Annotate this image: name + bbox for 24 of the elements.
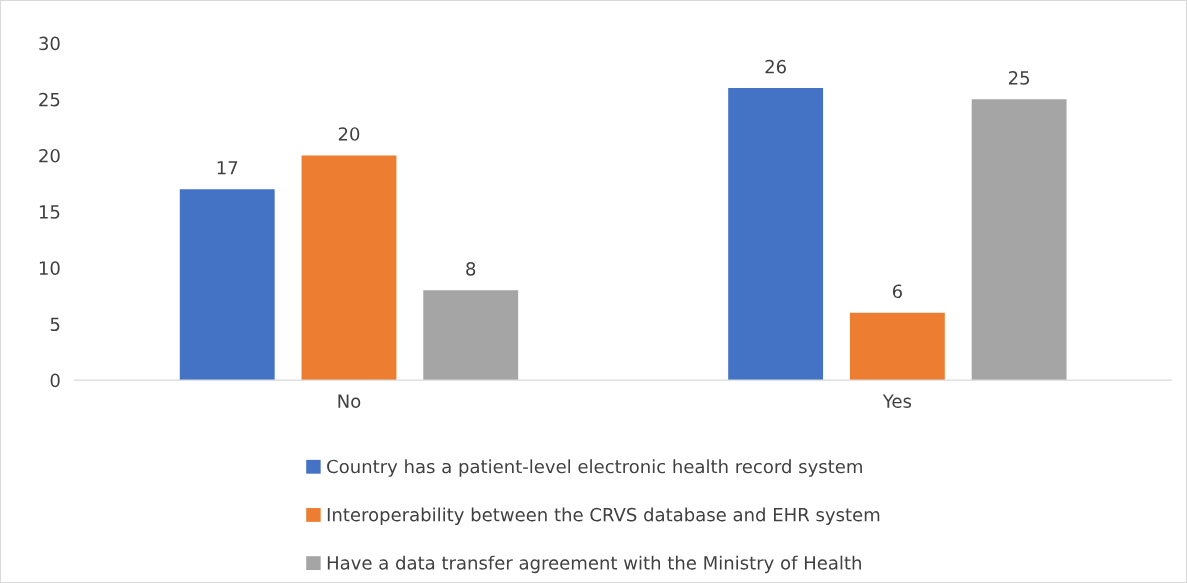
bar [423,290,519,381]
data-label: 6 [892,284,902,299]
x-tick-label: No [338,394,361,408]
bar [849,312,945,381]
data-label: 20 [338,127,360,141]
data-label: 26 [765,59,786,74]
bar [728,88,824,381]
legend-label: Have a data transfer agreement with the Ministry of Health [327,555,861,574]
legend-label: Interoperability between the CRVS database and EHR system [327,507,880,525]
bar [301,155,397,381]
data-label: 25 [1008,71,1030,85]
y-tick-label: 25 [39,92,60,107]
y-tick-label: 10 [39,261,60,275]
data-label: 17 [217,161,238,175]
y-tick-label: 30 [39,36,60,51]
bar [179,189,275,381]
y-tick-label: 0 [50,373,60,388]
bar [971,99,1067,381]
legend-label: Country has a patient-level electronic health record system [327,459,862,477]
x-tick-label: Yes [882,394,912,408]
y-tick-label: 5 [50,317,60,332]
y-tick-label: 20 [39,148,60,163]
y-tick-label: 15 [39,205,60,219]
data-label: 8 [466,261,476,276]
